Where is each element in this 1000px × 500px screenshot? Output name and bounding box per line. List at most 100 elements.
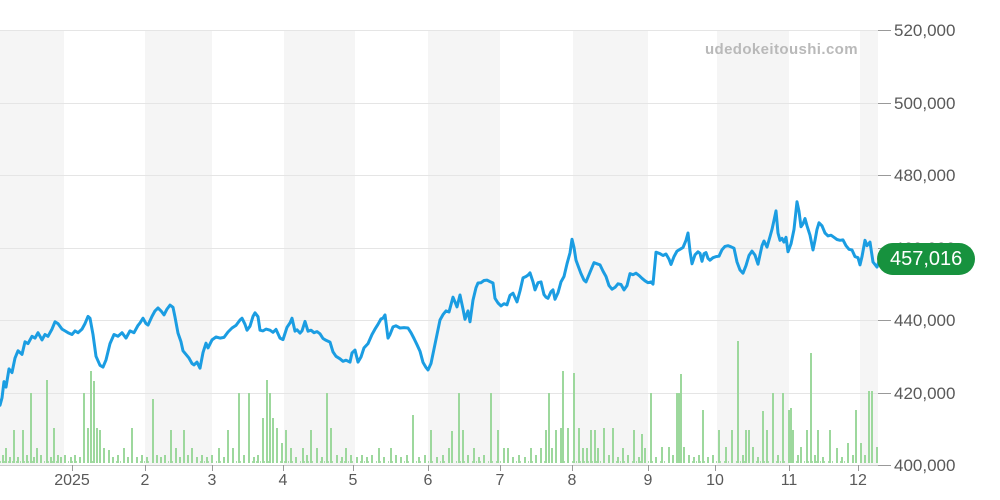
volume-bar	[232, 448, 234, 463]
volume-bar	[366, 457, 368, 463]
volume-bar	[257, 455, 259, 463]
volume-bar	[290, 448, 292, 463]
volume-bar	[64, 455, 66, 463]
volume-bar	[603, 428, 605, 463]
volume-bar	[281, 443, 283, 463]
x-axis-label: 5	[348, 472, 358, 489]
y-axis-label: 420,000	[894, 383, 956, 403]
volume-bar	[223, 457, 225, 463]
volume-bar	[83, 393, 85, 463]
volume-bar	[497, 430, 499, 463]
current-price-value: 457,016	[890, 247, 963, 270]
volume-bar	[788, 410, 790, 463]
watermark: udedokeitoushi.com	[704, 41, 858, 58]
volume-bar	[218, 448, 220, 463]
volume-bar	[860, 443, 862, 463]
volume-bar	[253, 457, 255, 463]
chart-plot-area[interactable]	[0, 0, 885, 500]
volume-bar	[70, 457, 72, 463]
y-axis-label: 500,000	[894, 93, 956, 113]
volume-bar	[627, 455, 629, 463]
volume-bar	[436, 457, 438, 463]
volume-bar	[524, 457, 526, 463]
x-axis-label: 12	[849, 472, 867, 489]
x-axis-tick	[212, 465, 213, 471]
volume-bar	[530, 448, 532, 463]
volume-bar	[238, 393, 240, 463]
volume-bar	[418, 457, 420, 463]
volume-bar	[87, 428, 89, 463]
volume-bar	[688, 455, 690, 463]
volume-bar	[206, 457, 208, 463]
volume-bar	[112, 457, 114, 463]
y-axis-tick	[878, 175, 891, 176]
volume-bar	[227, 430, 229, 463]
volume-bar	[578, 428, 580, 463]
volume-bar	[310, 430, 312, 463]
volume-bar	[545, 430, 547, 463]
volume-bar	[442, 455, 444, 463]
grid-line	[0, 30, 878, 31]
volume-bar	[612, 428, 614, 463]
y-axis-label: 400,000	[894, 456, 956, 475]
volume-bar	[262, 418, 264, 463]
volume-bar	[668, 447, 670, 463]
x-axis-tick	[858, 465, 859, 471]
volume-bar	[57, 455, 59, 463]
volume-bar	[295, 457, 297, 463]
volume-bar	[868, 391, 870, 463]
volume-bar	[371, 455, 373, 463]
volume-bar	[707, 457, 709, 463]
x-axis-tick	[715, 465, 716, 471]
volume-bar	[152, 399, 154, 463]
volume-bar	[638, 457, 640, 463]
volume-bar	[518, 455, 520, 463]
volume-bar	[731, 430, 733, 463]
volume-bar	[341, 457, 343, 463]
y-axis-tick	[878, 102, 891, 104]
volume-bar	[26, 455, 28, 463]
x-axis-tick	[789, 465, 790, 471]
volume-bar	[164, 455, 166, 463]
volume-bar	[9, 457, 11, 463]
volume-bar	[160, 457, 162, 463]
volume-bar	[131, 428, 133, 463]
volume-bar	[430, 430, 432, 463]
x-axis-tick	[145, 465, 146, 471]
price-line	[0, 200, 885, 407]
x-axis-label: 11	[780, 472, 798, 489]
volume-bar	[183, 430, 185, 463]
volume-bar	[548, 393, 550, 463]
volume-bar	[762, 411, 764, 463]
volume-bar	[752, 447, 754, 463]
volume-bar	[503, 448, 505, 463]
volume-bar	[871, 391, 873, 463]
volume-bar	[141, 455, 143, 463]
volume-bar	[608, 455, 610, 463]
volume-bar	[876, 447, 878, 463]
volume-bar	[712, 455, 714, 463]
volume-bar	[383, 457, 385, 463]
y-axis-label: 480,000	[894, 166, 956, 185]
volume-bar	[573, 373, 575, 463]
volume-bar	[36, 448, 38, 463]
volume-bar	[745, 430, 747, 463]
volume-bar	[551, 448, 553, 463]
volume-bar	[555, 430, 557, 463]
volume-bar	[586, 448, 588, 463]
volume-bar	[772, 393, 774, 463]
volume-bar	[117, 455, 119, 463]
volume-bar	[644, 448, 646, 463]
volume-bar	[822, 457, 824, 463]
x-axis-label: 2	[140, 472, 150, 489]
volume-bar	[737, 341, 739, 463]
volume-bar	[718, 430, 720, 463]
volume-bar	[806, 430, 808, 463]
volume-bar	[74, 455, 76, 463]
volume-bar	[590, 430, 592, 463]
volume-bar	[817, 430, 819, 463]
volume-bar	[79, 457, 81, 463]
volume-bar	[641, 434, 643, 463]
x-axis-tick	[283, 465, 284, 471]
volume-bar	[797, 455, 799, 463]
